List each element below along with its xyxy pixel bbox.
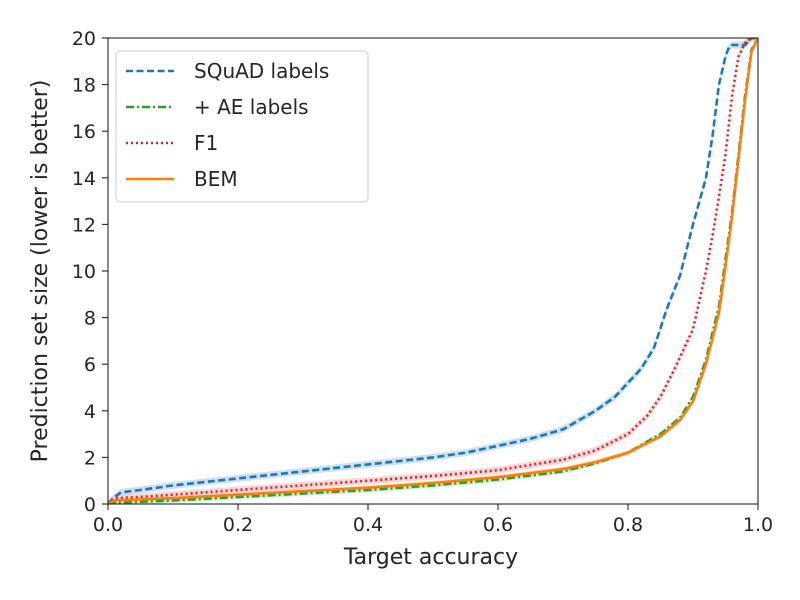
legend-label-2: F1 xyxy=(194,131,218,155)
y-tick-label: 10 xyxy=(72,261,96,283)
legend-label-0: SQuAD labels xyxy=(194,59,329,83)
legend-label-1: + AE labels xyxy=(194,95,309,119)
y-tick-label: 20 xyxy=(72,28,96,50)
y-axis-label: Prediction set size (lower is better) xyxy=(28,80,53,463)
x-axis-ticks: 0.0 0.2 0.4 0.6 0.8 1.0 xyxy=(93,504,773,536)
y-tick-label: 18 xyxy=(72,75,96,97)
y-tick-label: 12 xyxy=(72,214,96,236)
legend-box xyxy=(115,50,369,203)
legend: SQuAD labels + AE labels F1 BEM xyxy=(115,50,369,203)
y-tick-label: 8 xyxy=(84,308,96,330)
x-axis-label: Target accuracy xyxy=(343,545,518,570)
x-tick-label: 0.4 xyxy=(353,514,383,536)
series-line-2 xyxy=(108,38,758,504)
y-tick-label: 4 xyxy=(84,401,96,423)
y-tick-label: 6 xyxy=(84,354,96,376)
y-tick-label: 0 xyxy=(84,494,96,516)
x-tick-label: 0.6 xyxy=(483,514,513,536)
x-tick-label: 0.8 xyxy=(613,514,643,536)
y-tick-label: 16 xyxy=(72,121,96,143)
x-tick-label: 1.0 xyxy=(743,514,773,536)
series-line-3 xyxy=(108,38,758,504)
y-tick-label: 14 xyxy=(72,168,96,190)
series-lines xyxy=(108,38,758,504)
y-axis-ticks: 0 2 4 6 8 10 12 14 16 18 20 xyxy=(72,28,108,516)
x-tick-label: 0.0 xyxy=(93,514,123,536)
x-tick-label: 0.2 xyxy=(223,514,253,536)
legend-label-3: BEM xyxy=(194,167,238,191)
y-tick-label: 2 xyxy=(84,447,96,469)
